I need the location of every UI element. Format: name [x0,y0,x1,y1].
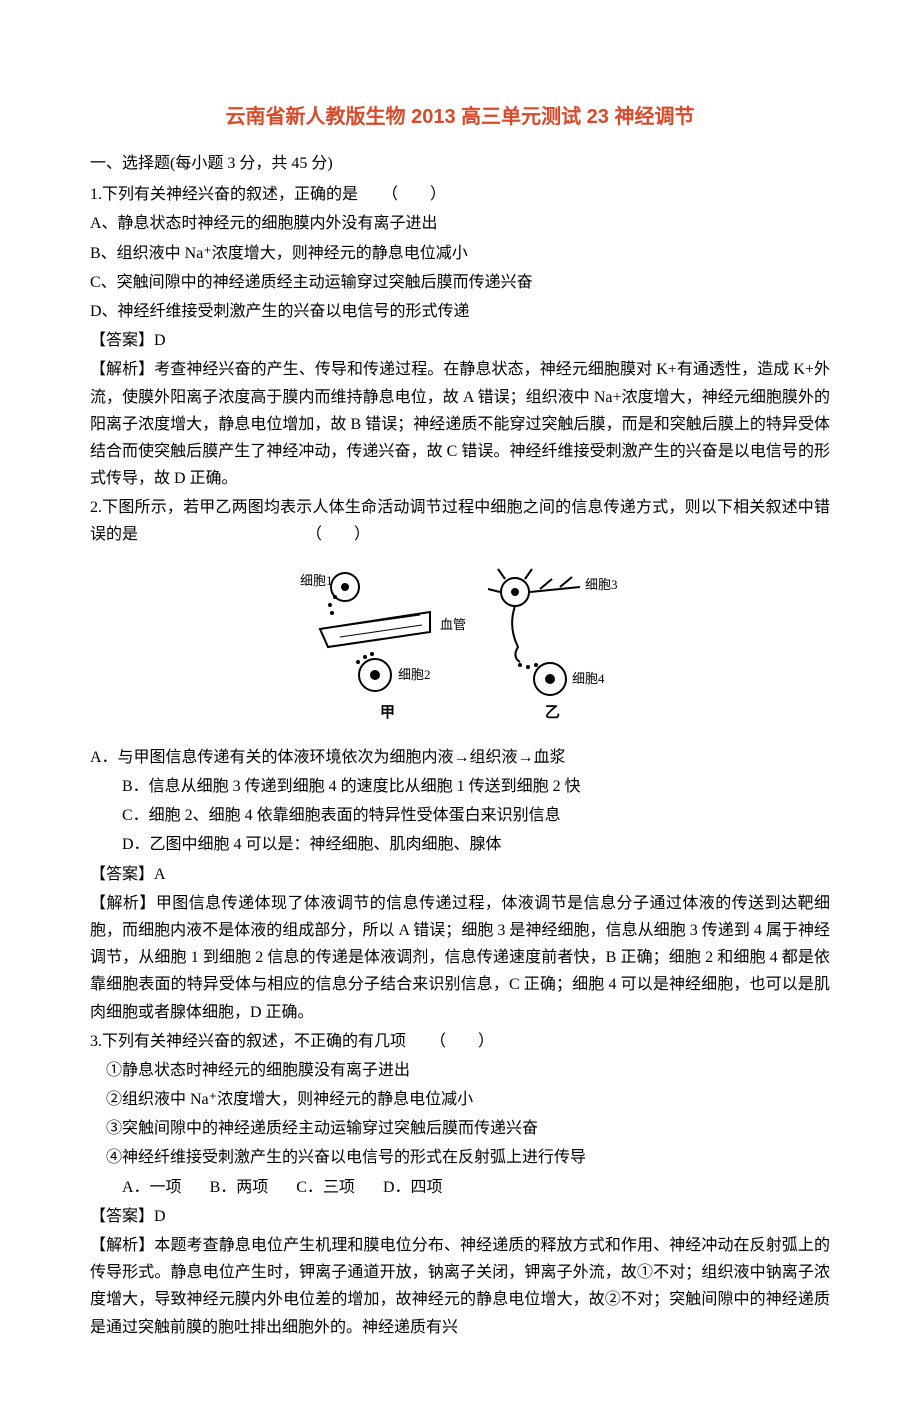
q1-stem: 1.下列有关神经兴奋的叙述，正确的是 （ ） [90,181,830,208]
q3-sub3: ③突触间隙中的神经递质经主动运输穿过突触后膜而传递兴奋 [90,1115,830,1142]
q2-explanation: 【解析】甲图信息传递体现了体液调节的信息传递过程，体液调节是信息分子通过体液的传… [90,890,830,1026]
q1-answer: 【答案】D [90,327,830,354]
label-cell2: 细胞2 [398,667,431,682]
q3-options: A．一项 B．两项 C．三项 D．四项 [90,1174,830,1201]
q2-opt-c: C．细胞 2、细胞 4 依靠细胞表面的特异性受体蛋白来识别信息 [90,802,830,829]
q1-opt-a: A、静息状态时神经元的细胞膜内外没有离子进出 [90,210,830,237]
q3-sub1: ①静息状态时神经元的细胞膜没有离子进出 [90,1057,830,1084]
label-cell3: 细胞3 [585,577,618,592]
q3-opt-b: B．两项 [210,1179,269,1196]
q1-opt-d: D、神经纤维接受刺激产生的兴奋以电信号的形式传递 [90,298,830,325]
section-heading: 一、选择题(每小题 3 分，共 45 分) [90,150,830,177]
q2-figure: 细胞1 血管 细胞2 甲 细胞3 [90,557,830,736]
q2-diagram-svg: 细胞1 血管 细胞2 甲 细胞3 [280,557,640,727]
q2-opt-a: A．与甲图信息传递有关的体液环境依次为细胞内液→组织液→血浆 [90,744,830,771]
page-container: 云南省新人教版生物 2013 高三单元测试 23 神经调节 一、选择题(每小题 … [0,0,920,1403]
q1-explanation: 【解析】考查神经兴奋的产生、传导和传递过程。在静息状态，神经元细胞膜对 K+有通… [90,356,830,492]
q3-answer: 【答案】D [90,1203,830,1230]
q3-stem: 3.下列有关神经兴奋的叙述，不正确的有几项 （ ） [90,1028,830,1055]
q2-opt-b: B．信息从细胞 3 传递到细胞 4 的速度比从细胞 1 传送到细胞 2 快 [90,773,830,800]
q3-sub2: ②组织液中 Na⁺浓度增大，则神经元的静息电位减小 [90,1086,830,1113]
q2-answer: 【答案】A [90,861,830,888]
page-title: 云南省新人教版生物 2013 高三单元测试 23 神经调节 [90,100,830,134]
q3-opt-a: A．一项 [122,1179,182,1196]
q3-opt-d: D．四项 [383,1179,443,1196]
q3-opt-c: C．三项 [296,1179,355,1196]
label-blood: 血管 [440,617,466,632]
label-甲: 甲 [380,704,395,721]
label-乙: 乙 [545,705,560,721]
q1-opt-c: C、突触间隙中的神经递质经主动运输穿过突触后膜而传递兴奋 [90,269,830,296]
label-cell1: 细胞1 [300,573,333,588]
q3-explanation: 【解析】本题考查静息电位产生机理和膜电位分布、神经递质的释放方式和作用、神经冲动… [90,1232,830,1341]
q1-opt-b: B、组织液中 Na⁺浓度增大，则神经元的静息电位减小 [90,240,830,267]
q2-opt-d: D．乙图中细胞 4 可以是：神经细胞、肌肉细胞、腺体 [90,831,830,858]
label-cell4: 细胞4 [572,671,605,686]
q2-stem: 2.下图所示，若甲乙两图均表示人体生命活动调节过程中细胞之间的信息传递方式，则以… [90,494,830,548]
q3-sub4: ④神经纤维接受刺激产生的兴奋以电信号的形式在反射弧上进行传导 [90,1144,830,1171]
